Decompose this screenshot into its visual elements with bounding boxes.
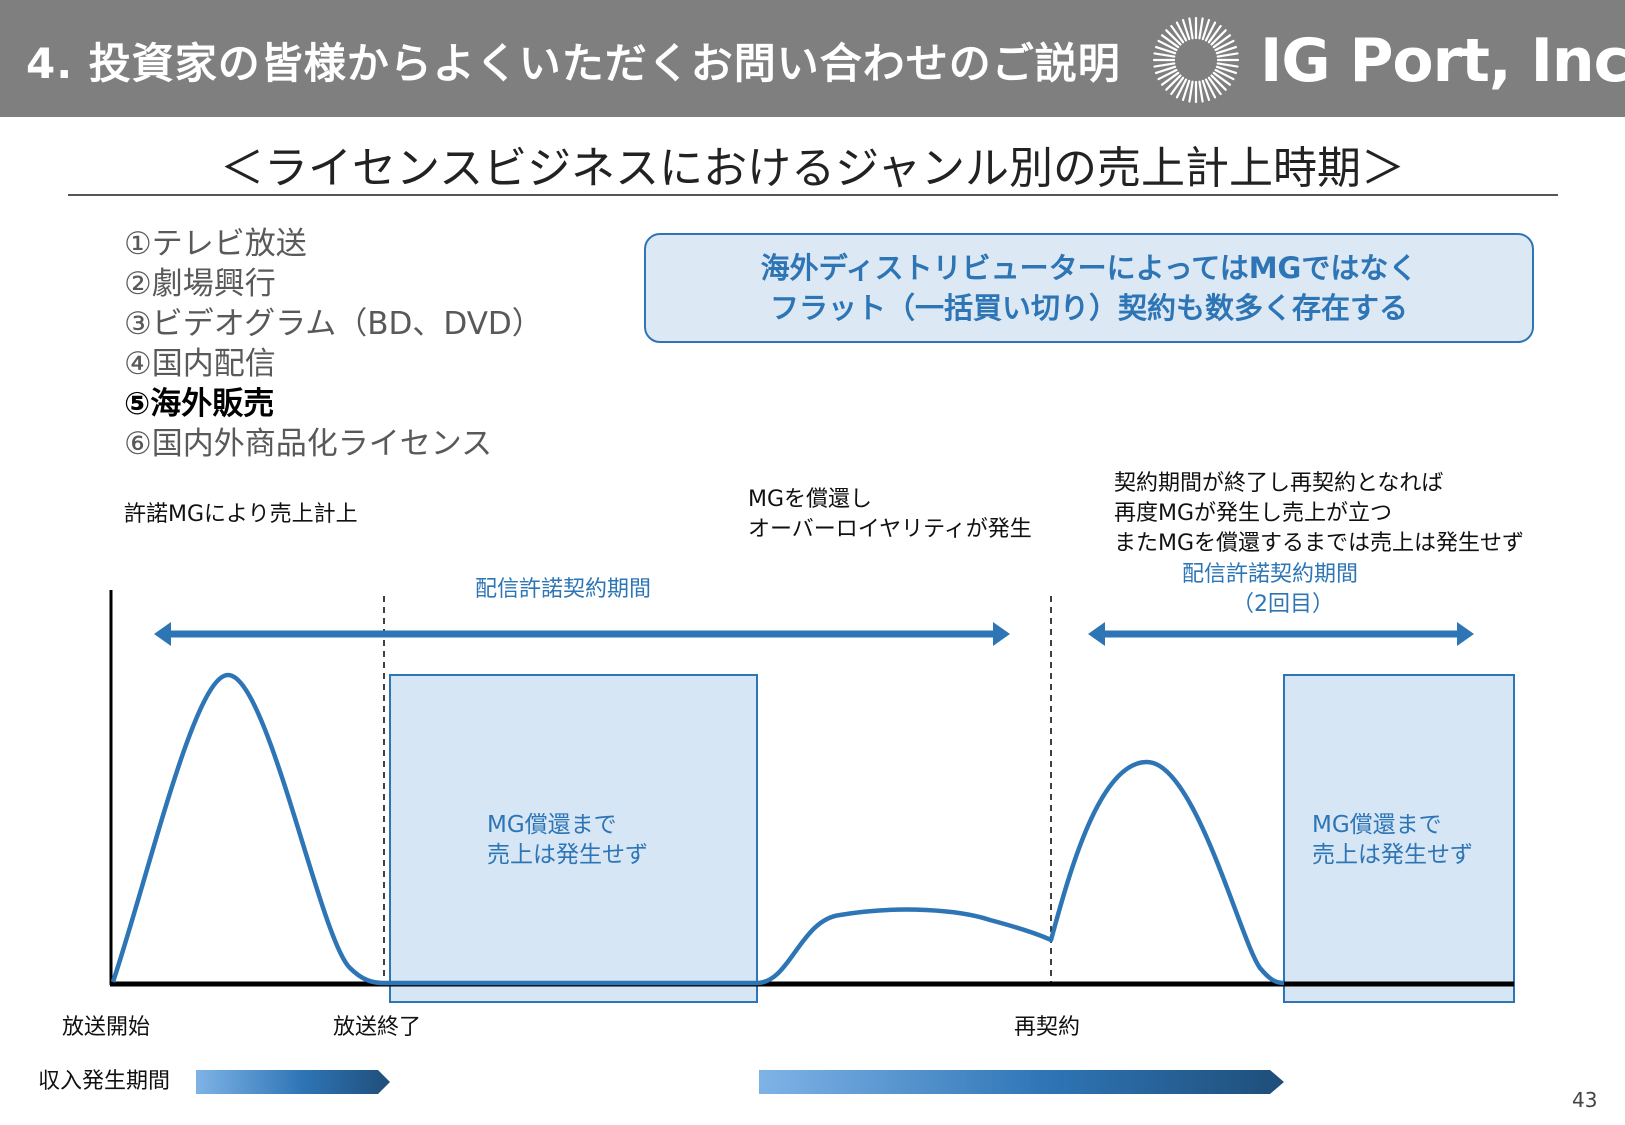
renewal-note-line3: またMGを償還するまでは売上は発生せず [1114,531,1525,556]
genre-item: ④国内配信 [124,346,276,382]
revenue-curve [110,672,1285,986]
logo-text: IG Port, Inc. [1260,26,1625,96]
mg-box-first-label2: 売上は発生せず [487,842,648,868]
mg-revenue-note: 許諾MGにより売上計上 [124,502,358,527]
note-line: 海外ディストリビューターによってはMGではなく [760,251,1418,285]
mg-box-second-label1: MG償還まで [1312,812,1442,838]
genre-item-active: ⑤海外販売 [124,386,275,422]
note-line: フラット（一括買い切り）契約も数多く存在する [769,291,1408,325]
page-title: 4. 投資家の皆様からよくいただくお問い合わせのご説明 [26,39,1121,88]
genre-item: ②劇場興行 [124,266,276,302]
timeline-start-label: 放送開始 [62,1015,151,1040]
company-logo: IG Port, Inc. [1150,14,1625,106]
income-bar-second [759,1070,1284,1094]
timeline-end-label: 放送終了 [333,1015,422,1040]
sunburst-logo-icon [1152,16,1240,104]
genre-item: ⑥国内外商品化ライセンス [124,426,493,462]
mg-box-second [1283,674,1515,1003]
renewal-note-line1: 契約期間が終了し再契約となれば [1114,471,1444,496]
renewal-note-line2: 再度MGが発生し売上が立つ [1114,501,1393,526]
page-number: 43 [1572,1088,1598,1112]
mg-box-first [389,674,758,1003]
header-bar: 4. 投資家の皆様からよくいただくお問い合わせのご説明 IG Port, Inc… [0,0,1625,117]
period-label-second-sub: （2回目） [1232,592,1334,617]
income-bar-first [196,1070,390,1094]
period-label-second: 配信許諾契約期間 [1182,562,1359,587]
genre-list: ①テレビ放送 ②劇場興行 ③ビデオグラム（BD、DVD） ④国内配信 ⑤海外販売… [124,224,543,464]
period-label-first: 配信許諾契約期間 [475,577,652,602]
mg-box-first-label1: MG償還まで [487,812,617,838]
income-legend-label: 収入発生期間 [38,1069,171,1094]
divider [68,194,1558,196]
section-subtitle: ＜ライセンスビジネスにおけるジャンル別の売上計上時期＞ [220,143,1405,194]
mg-box-second-label2: 売上は発生せず [1312,842,1473,868]
overroyalty-note-line1: MGを償還し [748,487,873,512]
genre-item: ①テレビ放送 [124,226,307,262]
genre-item: ③ビデオグラム（BD、DVD） [124,306,543,342]
period-arrow-first [154,622,1010,646]
overroyalty-note-line2: オーバーロイヤリティが発生 [748,517,1032,542]
period-arrow-second [1088,622,1474,646]
timeline-renewal-label: 再契約 [1014,1015,1081,1040]
note-box: 海外ディストリビューターによってはMGではなく フラット（一括買い切り）契約も数… [644,233,1534,343]
